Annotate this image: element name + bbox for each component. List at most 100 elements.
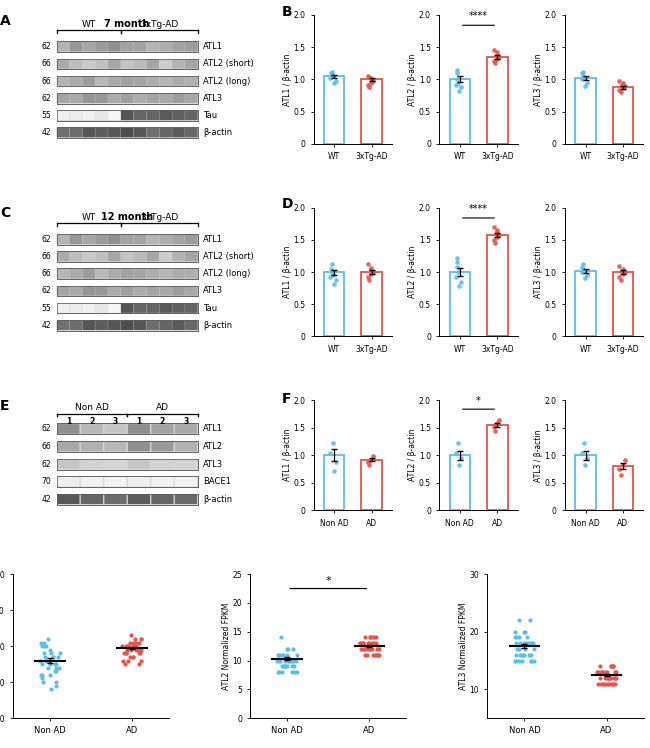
Point bbox=[36, 640, 47, 652]
Point bbox=[525, 614, 536, 626]
Point bbox=[325, 272, 335, 283]
Point bbox=[526, 654, 536, 666]
Bar bbox=[57, 251, 198, 262]
Point bbox=[133, 647, 144, 659]
FancyBboxPatch shape bbox=[96, 42, 108, 52]
Point bbox=[599, 678, 609, 690]
Bar bbox=[57, 58, 198, 70]
FancyBboxPatch shape bbox=[134, 59, 146, 69]
Point bbox=[360, 649, 370, 660]
Text: 3: 3 bbox=[183, 417, 188, 426]
FancyBboxPatch shape bbox=[108, 235, 121, 244]
Text: 1: 1 bbox=[136, 417, 142, 426]
Point bbox=[614, 272, 625, 283]
Point bbox=[369, 631, 379, 643]
Point bbox=[617, 265, 627, 277]
FancyBboxPatch shape bbox=[185, 59, 198, 69]
Point bbox=[597, 666, 607, 678]
Text: 12 month: 12 month bbox=[101, 212, 153, 221]
FancyBboxPatch shape bbox=[105, 442, 127, 451]
Point bbox=[125, 637, 135, 649]
FancyBboxPatch shape bbox=[146, 321, 159, 330]
Point bbox=[578, 263, 588, 275]
Text: 7 month: 7 month bbox=[105, 19, 150, 29]
Point bbox=[618, 76, 628, 88]
FancyBboxPatch shape bbox=[185, 128, 198, 138]
Point bbox=[328, 465, 339, 476]
Bar bbox=[57, 476, 198, 487]
FancyBboxPatch shape bbox=[57, 304, 70, 313]
Point bbox=[355, 637, 365, 649]
FancyBboxPatch shape bbox=[96, 59, 108, 69]
Point bbox=[454, 459, 464, 471]
Point bbox=[619, 80, 630, 92]
Point bbox=[517, 649, 528, 660]
Point bbox=[580, 459, 590, 471]
Text: β-actin: β-actin bbox=[203, 128, 232, 137]
FancyBboxPatch shape bbox=[159, 269, 172, 278]
Point bbox=[365, 643, 376, 655]
Text: 62: 62 bbox=[42, 235, 51, 244]
Point bbox=[605, 660, 616, 672]
Point bbox=[452, 257, 462, 269]
FancyBboxPatch shape bbox=[108, 111, 121, 120]
FancyBboxPatch shape bbox=[134, 76, 146, 86]
FancyBboxPatch shape bbox=[159, 94, 172, 103]
Point bbox=[366, 262, 376, 274]
Point bbox=[122, 644, 133, 656]
Point bbox=[577, 261, 588, 273]
Point bbox=[121, 640, 131, 652]
Bar bbox=[57, 476, 198, 487]
Text: Tau: Tau bbox=[203, 111, 217, 120]
Point bbox=[528, 654, 539, 666]
FancyBboxPatch shape bbox=[83, 321, 95, 330]
Point bbox=[135, 644, 145, 656]
Point bbox=[514, 614, 524, 626]
Point bbox=[492, 230, 502, 242]
Point bbox=[611, 666, 621, 678]
Text: A: A bbox=[0, 13, 11, 28]
FancyBboxPatch shape bbox=[57, 235, 70, 244]
Point bbox=[606, 660, 616, 672]
Point bbox=[276, 666, 287, 678]
Point bbox=[36, 637, 46, 649]
Point bbox=[601, 678, 611, 690]
FancyBboxPatch shape bbox=[159, 76, 172, 86]
Point bbox=[367, 631, 377, 643]
Point bbox=[43, 654, 53, 666]
Text: 42: 42 bbox=[42, 128, 51, 137]
Point bbox=[326, 266, 337, 278]
FancyBboxPatch shape bbox=[172, 42, 185, 52]
Y-axis label: ATL3 Normalized FPKM: ATL3 Normalized FPKM bbox=[459, 602, 468, 690]
Point bbox=[577, 67, 588, 79]
Text: 62: 62 bbox=[42, 94, 51, 102]
Point bbox=[326, 66, 337, 78]
Bar bbox=[57, 110, 198, 120]
Point bbox=[40, 651, 50, 663]
Point bbox=[604, 672, 614, 684]
FancyBboxPatch shape bbox=[172, 252, 185, 261]
FancyBboxPatch shape bbox=[172, 128, 185, 138]
Point bbox=[519, 649, 529, 660]
Text: ATL2 (long): ATL2 (long) bbox=[203, 76, 250, 85]
FancyBboxPatch shape bbox=[172, 94, 185, 103]
FancyBboxPatch shape bbox=[57, 59, 70, 69]
FancyBboxPatch shape bbox=[105, 424, 127, 434]
Point bbox=[489, 237, 500, 249]
Point bbox=[48, 651, 58, 663]
Point bbox=[578, 70, 588, 82]
FancyBboxPatch shape bbox=[96, 286, 108, 295]
Point bbox=[283, 654, 294, 666]
Point bbox=[51, 676, 61, 688]
FancyBboxPatch shape bbox=[57, 128, 70, 138]
Point bbox=[604, 672, 614, 684]
Y-axis label: ATL3 / β-actin: ATL3 / β-actin bbox=[534, 429, 543, 482]
Point bbox=[273, 666, 283, 678]
FancyBboxPatch shape bbox=[121, 269, 133, 278]
FancyBboxPatch shape bbox=[70, 59, 82, 69]
Point bbox=[451, 79, 462, 91]
Bar bbox=[57, 303, 198, 313]
Point bbox=[580, 272, 590, 284]
Point bbox=[452, 67, 462, 79]
FancyBboxPatch shape bbox=[146, 128, 159, 138]
